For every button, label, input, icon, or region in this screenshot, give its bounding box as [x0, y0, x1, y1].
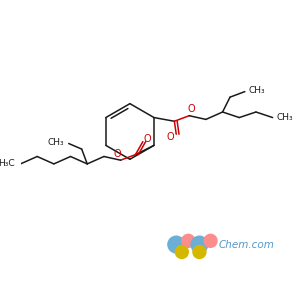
Circle shape — [204, 234, 217, 247]
Circle shape — [193, 245, 206, 259]
Circle shape — [168, 236, 184, 253]
Circle shape — [182, 234, 195, 247]
Text: CH₃: CH₃ — [276, 113, 293, 122]
Circle shape — [175, 245, 188, 259]
Text: Chem.com: Chem.com — [219, 240, 275, 250]
Text: O: O — [187, 104, 195, 114]
Text: O: O — [167, 132, 175, 142]
Text: CH₃: CH₃ — [249, 86, 265, 95]
Text: CH₃: CH₃ — [47, 138, 64, 147]
Text: O: O — [113, 149, 121, 159]
Text: O: O — [144, 134, 151, 144]
Text: H₃C: H₃C — [0, 159, 15, 168]
Circle shape — [191, 236, 208, 253]
